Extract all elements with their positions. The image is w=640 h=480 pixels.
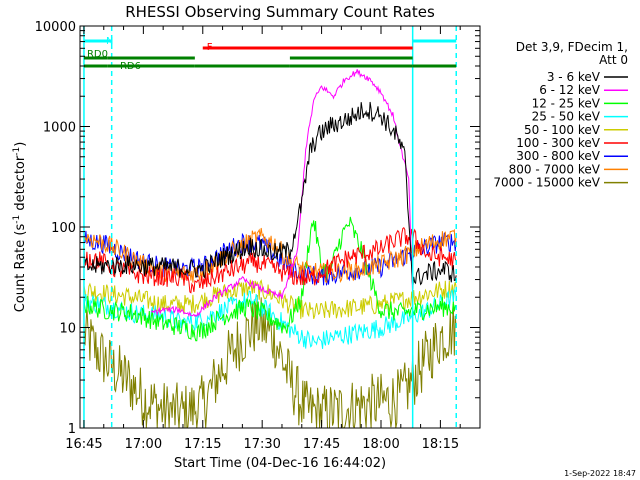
series-line — [83, 227, 457, 284]
series-line — [83, 279, 457, 319]
y-tick-label: 10000 — [35, 20, 76, 35]
legend-entry-label: 12 - 25 keV — [532, 96, 601, 110]
legend-header-line-2: Att 0 — [599, 53, 628, 67]
legend-entry-label: 100 - 300 keV — [516, 136, 600, 150]
chart-title: RHESSI Observing Summary Count Rates — [125, 3, 435, 21]
legend-header-line-1: Det 3,9, FDecim 1, — [516, 40, 628, 54]
legend-entry-label: 50 - 100 keV — [524, 123, 601, 137]
y-tick-label: 100 — [51, 221, 76, 236]
x-tick-label: 17:45 — [303, 437, 340, 452]
x-axis-ticks: 16:45 17:00 17:15 17:30 17:45 18:00 18:15 — [65, 26, 481, 452]
generated-timestamp: 1-Sep-2022 18:47 — [564, 469, 636, 478]
series-line — [83, 216, 457, 342]
series-line — [83, 101, 457, 289]
legend-entry-label: 6 - 12 keV — [539, 83, 601, 97]
legend-entry-label: 3 - 6 keV — [547, 70, 601, 84]
x-tick-label: 18:00 — [362, 437, 399, 452]
y-axis-label: Count Rate (s-1 detector-1) — [12, 142, 28, 313]
y-tick-label: 1 — [68, 422, 76, 437]
x-tick-label: 17:30 — [243, 437, 280, 452]
y-tick-label: 10 — [59, 322, 76, 337]
status-bar-label: RD0 — [87, 49, 108, 60]
x-tick-label: 17:15 — [184, 437, 221, 452]
legend-entry-label: 800 - 7000 keV — [509, 162, 601, 176]
status-bars: NFRD0RD6 — [83, 36, 457, 72]
legend-entry-label: 300 - 800 keV — [516, 149, 600, 163]
x-axis-label: Start Time (04-Dec-16 16:44:02) — [174, 456, 386, 471]
status-bar-label: N — [106, 36, 113, 47]
y-tick-label: 1000 — [43, 121, 76, 136]
status-bar-label: F — [207, 42, 213, 53]
plot-area — [83, 69, 457, 428]
y-axis-ticks: 1 10 100 1000 10000 — [35, 20, 480, 437]
x-tick-label: 16:45 — [65, 437, 102, 452]
series-line — [150, 69, 414, 318]
legend-entry-label: 7000 - 15000 keV — [493, 176, 600, 190]
x-tick-label: 18:15 — [422, 437, 459, 452]
legend-entry-label: 25 - 50 keV — [532, 110, 601, 124]
vertical-markers — [83, 26, 457, 428]
x-tick-label: 17:00 — [125, 437, 162, 452]
